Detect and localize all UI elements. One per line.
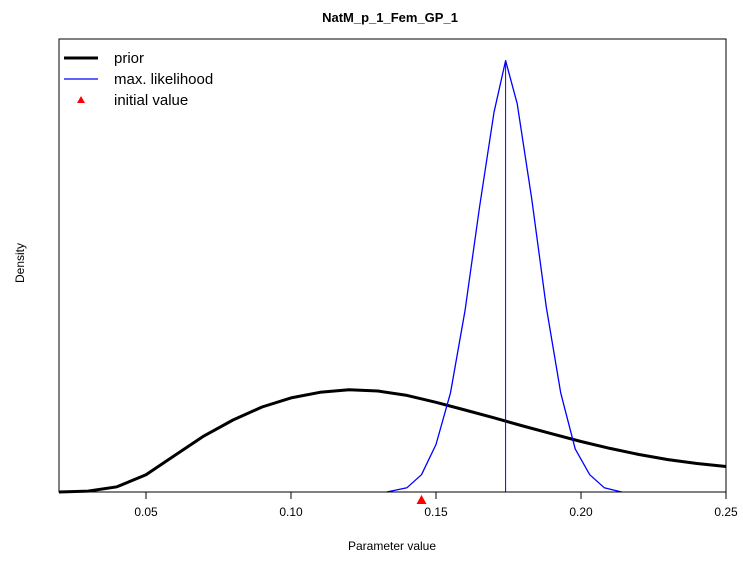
x-axis-label: Parameter value xyxy=(348,539,436,553)
plot-area xyxy=(58,59,727,504)
chart-title: NatM_p_1_Fem_GP_1 xyxy=(322,10,458,25)
x-axis: 0.05 0.10 0.15 0.20 0.25 xyxy=(134,491,738,519)
legend-initial-value-label: initial value xyxy=(114,92,188,109)
series-line-prior xyxy=(58,388,727,494)
x-tick-label: 0.20 xyxy=(569,505,593,519)
series-line-max-likelihood xyxy=(386,59,622,493)
x-tick-label: 0.15 xyxy=(424,505,448,519)
x-tick-label: 0.25 xyxy=(714,505,738,519)
initial-value-marker xyxy=(416,495,427,504)
legend-initial-value-swatch xyxy=(77,96,85,103)
x-tick-label: 0.05 xyxy=(134,505,158,519)
legend-max-likelihood-label: max. likelihood xyxy=(114,71,213,88)
x-tick-label: 0.10 xyxy=(279,505,303,519)
legend-prior-label: prior xyxy=(114,50,144,67)
legend: prior max. likelihood initial value xyxy=(64,50,213,109)
y-axis-label: Density xyxy=(13,243,27,283)
